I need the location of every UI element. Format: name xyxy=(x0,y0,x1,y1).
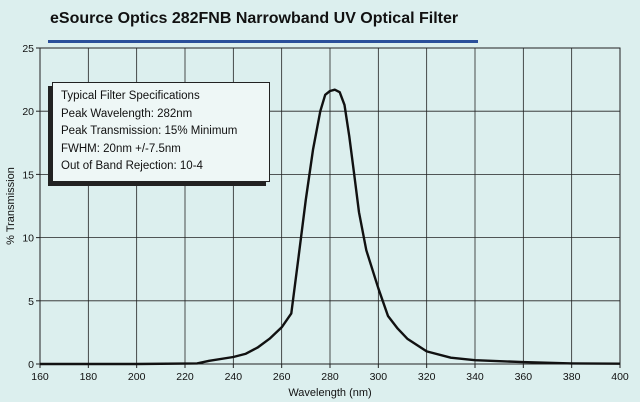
x-tick-label: 320 xyxy=(418,371,436,383)
x-tick-label: 360 xyxy=(515,371,533,383)
spec-peak-transmission: Peak Transmission: 15% Minimum xyxy=(61,125,238,137)
plot-frame xyxy=(39,47,621,365)
y-tick-label: 10 xyxy=(22,233,34,245)
title-underline xyxy=(48,40,478,43)
transmission-curve xyxy=(40,88,621,366)
y-tick-label: 15 xyxy=(22,169,34,181)
chart-title: eSource Optics 282FNB Narrowband UV Opti… xyxy=(50,10,459,27)
y-tick-label: 0 xyxy=(28,359,34,371)
spec-peak-wavelength: Peak Wavelength: 282nm xyxy=(61,107,193,120)
y-tick-label: 25 xyxy=(22,43,34,55)
x-tick-label: 400 xyxy=(611,371,629,383)
x-tick-label: 240 xyxy=(225,371,243,383)
x-tick-label: 200 xyxy=(128,371,146,383)
spec-fwhm: FWHM: 20nm +/-7.5nm xyxy=(61,142,181,155)
x-tick-label: 340 xyxy=(466,371,484,383)
spec-annotation-box: Typical Filter Specifications Peak Wavel… xyxy=(52,82,270,182)
y-axis-label: % Transmission xyxy=(5,167,17,245)
x-axis-label: Wavelength (nm) xyxy=(288,387,371,399)
x-tick-label: 380 xyxy=(563,371,581,383)
x-tick-label: 280 xyxy=(321,371,339,383)
x-tick-label: 160 xyxy=(31,371,49,383)
x-tick-label: 180 xyxy=(80,371,98,383)
spec-heading: Typical Filter Specifications xyxy=(61,90,200,102)
x-tick-label: 220 xyxy=(176,371,194,383)
x-tick-label: 260 xyxy=(273,371,291,383)
y-tick-label: 20 xyxy=(22,106,34,118)
x-tick-label: 300 xyxy=(370,371,388,383)
spec-rejection: Out of Band Rejection: 10-4 xyxy=(61,160,203,172)
y-tick-label: 5 xyxy=(28,296,34,308)
